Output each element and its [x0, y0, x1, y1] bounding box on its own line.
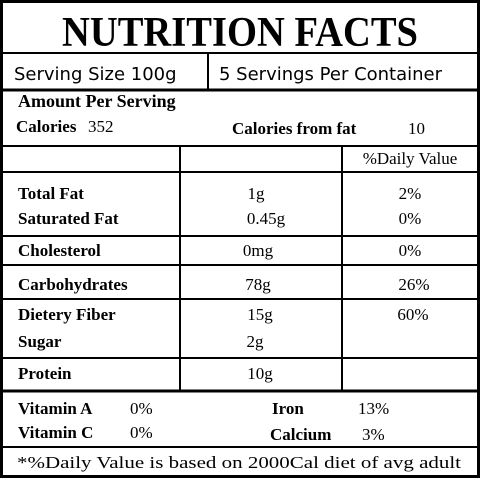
calories-value: 352	[88, 117, 114, 136]
amount: 78g	[245, 275, 271, 294]
vitamin-name: Iron	[272, 399, 304, 418]
rows: Total Fat 1g 2% Saturated Fat 0.45g 0% C…	[18, 184, 430, 383]
amount: 0.45g	[247, 209, 286, 228]
servings-per-container: 5 Servings Per Container	[219, 64, 443, 85]
vitamin-value: 13%	[358, 399, 389, 418]
nutrient: Protein	[18, 364, 72, 383]
vitamin-name: Vitamin A	[18, 399, 93, 418]
vitamin-name: Calcium	[270, 425, 331, 444]
dv-header: %Daily Value	[363, 149, 458, 168]
vitamin-value: 3%	[362, 425, 385, 444]
fat-calories-value: 10	[408, 119, 425, 138]
daily-value: 0%	[399, 209, 422, 228]
amount-heading: Amount Per Serving	[18, 91, 176, 111]
fat-calories-label: Calories from fat	[232, 119, 357, 138]
vitamin-value: 0%	[130, 423, 153, 442]
nutrient: Saturated Fat	[18, 209, 119, 228]
nutrient: Sugar	[18, 332, 62, 351]
nutrient: Total Fat	[18, 184, 84, 203]
vitamin-value: 0%	[130, 399, 153, 418]
vitamin-name: Vitamin C	[18, 423, 93, 442]
amount: 2g	[247, 332, 265, 351]
serving-size: Serving Size 100g	[14, 64, 177, 85]
amount: 10g	[247, 364, 273, 383]
daily-value: 26%	[398, 275, 429, 294]
daily-value: 0%	[399, 241, 422, 260]
nutrient: Cholesterol	[18, 241, 101, 260]
nutrient: Dietery Fiber	[18, 305, 116, 324]
amount: 0mg	[243, 241, 274, 260]
calories-label: Calories	[16, 117, 77, 136]
vitamins: Vitamin A 0% Iron 13% Vitamin C 0% Calci…	[18, 399, 389, 444]
daily-value: 60%	[397, 305, 428, 324]
daily-value: 2%	[399, 184, 422, 203]
nutrient: Carbohydrates	[18, 275, 128, 294]
title: NUTRITION FACTS	[62, 10, 418, 56]
amount: 1g	[248, 184, 266, 203]
amount: 15g	[247, 305, 273, 324]
footnote: *%Daily Value is based on 2000Cal diet o…	[17, 453, 461, 472]
